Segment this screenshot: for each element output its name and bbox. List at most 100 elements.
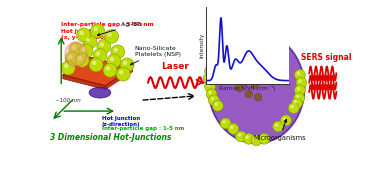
Text: Hot Junction
(z-direction): Hot Junction (z-direction) bbox=[102, 116, 140, 127]
Circle shape bbox=[240, 63, 243, 66]
Text: SERS signal: SERS signal bbox=[301, 53, 352, 62]
Circle shape bbox=[86, 38, 90, 42]
Circle shape bbox=[291, 98, 302, 109]
Circle shape bbox=[249, 29, 260, 40]
Circle shape bbox=[245, 63, 254, 72]
Circle shape bbox=[78, 56, 82, 61]
Circle shape bbox=[116, 67, 130, 81]
Circle shape bbox=[244, 31, 248, 34]
Polygon shape bbox=[63, 75, 105, 90]
Circle shape bbox=[280, 115, 291, 126]
Circle shape bbox=[254, 68, 257, 71]
Circle shape bbox=[270, 36, 281, 47]
Circle shape bbox=[65, 52, 79, 66]
Circle shape bbox=[251, 135, 262, 146]
Circle shape bbox=[237, 67, 246, 76]
Circle shape bbox=[254, 60, 263, 69]
Circle shape bbox=[203, 73, 214, 84]
Circle shape bbox=[239, 69, 242, 72]
Circle shape bbox=[123, 61, 127, 65]
Text: Hot Junction
(x, y-directions): Hot Junction (x, y-directions) bbox=[61, 29, 115, 40]
Circle shape bbox=[251, 69, 260, 78]
Circle shape bbox=[245, 136, 249, 139]
Text: Nano-Silicate
Platelets (NSP): Nano-Silicate Platelets (NSP) bbox=[130, 46, 181, 65]
Circle shape bbox=[79, 31, 84, 35]
Circle shape bbox=[252, 32, 255, 35]
Circle shape bbox=[221, 45, 224, 48]
Circle shape bbox=[246, 56, 256, 66]
Circle shape bbox=[114, 48, 118, 52]
Circle shape bbox=[298, 79, 302, 83]
Circle shape bbox=[97, 40, 111, 53]
Circle shape bbox=[82, 47, 86, 51]
Circle shape bbox=[72, 45, 76, 50]
Circle shape bbox=[111, 45, 125, 59]
Circle shape bbox=[96, 51, 100, 56]
Circle shape bbox=[205, 76, 209, 79]
Circle shape bbox=[204, 81, 215, 92]
Circle shape bbox=[261, 72, 264, 75]
Circle shape bbox=[234, 31, 245, 42]
Circle shape bbox=[92, 61, 96, 65]
Circle shape bbox=[207, 83, 210, 87]
Circle shape bbox=[235, 84, 243, 92]
Circle shape bbox=[290, 105, 294, 108]
Circle shape bbox=[248, 58, 251, 61]
Circle shape bbox=[259, 34, 263, 37]
Circle shape bbox=[110, 57, 114, 61]
Circle shape bbox=[273, 38, 276, 42]
Circle shape bbox=[77, 28, 91, 42]
Circle shape bbox=[296, 95, 299, 98]
Circle shape bbox=[230, 126, 234, 129]
Circle shape bbox=[243, 72, 253, 81]
Circle shape bbox=[254, 93, 262, 101]
Circle shape bbox=[242, 29, 253, 40]
Circle shape bbox=[120, 58, 134, 72]
Circle shape bbox=[93, 27, 98, 31]
Circle shape bbox=[294, 93, 305, 103]
Circle shape bbox=[259, 70, 268, 79]
Circle shape bbox=[211, 97, 214, 100]
Circle shape bbox=[253, 66, 262, 75]
Circle shape bbox=[245, 90, 253, 98]
Circle shape bbox=[207, 68, 210, 71]
Circle shape bbox=[294, 100, 297, 104]
Circle shape bbox=[259, 133, 270, 144]
Circle shape bbox=[100, 42, 104, 47]
Polygon shape bbox=[63, 57, 133, 86]
Circle shape bbox=[278, 41, 289, 52]
Circle shape bbox=[206, 89, 217, 100]
Circle shape bbox=[253, 137, 257, 141]
Circle shape bbox=[61, 61, 75, 75]
Circle shape bbox=[103, 63, 117, 77]
Circle shape bbox=[245, 74, 248, 77]
Circle shape bbox=[275, 123, 279, 127]
Circle shape bbox=[256, 61, 259, 64]
Circle shape bbox=[297, 87, 300, 90]
Circle shape bbox=[75, 53, 89, 67]
Circle shape bbox=[107, 32, 112, 37]
Circle shape bbox=[69, 43, 83, 56]
X-axis label: Raman Shift (cm⁻¹): Raman Shift (cm⁻¹) bbox=[219, 85, 276, 91]
Circle shape bbox=[208, 95, 219, 106]
Circle shape bbox=[79, 44, 93, 58]
Circle shape bbox=[212, 100, 223, 111]
Circle shape bbox=[228, 38, 232, 42]
Circle shape bbox=[119, 70, 124, 74]
Circle shape bbox=[294, 69, 305, 80]
Circle shape bbox=[283, 117, 286, 121]
Circle shape bbox=[296, 77, 307, 88]
Polygon shape bbox=[237, 61, 268, 81]
Circle shape bbox=[243, 133, 254, 144]
Circle shape bbox=[294, 85, 305, 96]
Circle shape bbox=[204, 66, 215, 76]
Circle shape bbox=[297, 72, 300, 75]
Text: 3 Dimensional Hot-Junctions: 3 Dimensional Hot-Junctions bbox=[50, 133, 172, 142]
Circle shape bbox=[68, 55, 72, 59]
Circle shape bbox=[235, 131, 246, 142]
Circle shape bbox=[106, 66, 110, 71]
Circle shape bbox=[105, 29, 119, 43]
Text: Laser: Laser bbox=[161, 62, 189, 71]
Circle shape bbox=[91, 24, 105, 38]
Ellipse shape bbox=[65, 42, 87, 66]
